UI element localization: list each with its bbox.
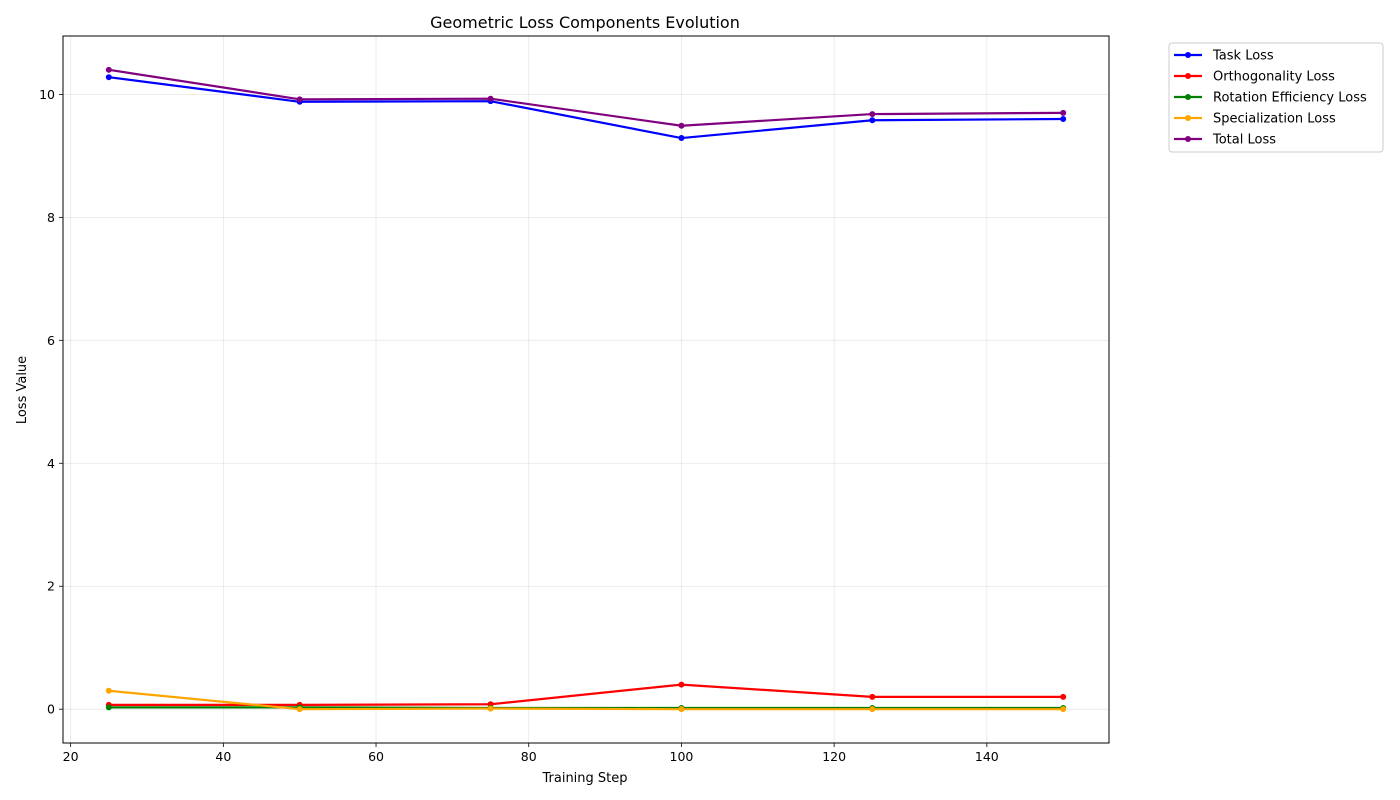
chart-title: Geometric Loss Components Evolution bbox=[430, 13, 740, 32]
data-point-0-4 bbox=[869, 117, 876, 124]
legend-entry: Total Loss bbox=[1212, 133, 1276, 148]
x-tick-label: 60 bbox=[368, 749, 384, 764]
x-tick-label: 20 bbox=[63, 749, 79, 764]
data-point-0-5 bbox=[1060, 115, 1067, 122]
x-axis-label: Training Step bbox=[541, 771, 627, 786]
x-tick-label: 80 bbox=[521, 749, 537, 764]
series-lines bbox=[108, 68, 1064, 711]
data-point-1-3 bbox=[678, 681, 685, 688]
data-point-0-3 bbox=[678, 135, 685, 142]
series-line-4 bbox=[108, 68, 1064, 127]
data-point-1-4 bbox=[869, 693, 876, 700]
legend-entry: Rotation Efficiency Loss bbox=[1213, 91, 1367, 106]
legend-swatch-marker bbox=[1185, 136, 1191, 142]
x-axis-ticks: 20 40 60 80 100 120 140 bbox=[63, 743, 999, 764]
data-point-1-5 bbox=[1060, 693, 1067, 700]
data-point-4-5 bbox=[1060, 109, 1067, 116]
legend-swatch-marker bbox=[1185, 115, 1191, 121]
data-point-3-1 bbox=[296, 706, 303, 713]
legend-entry: Specialization Loss bbox=[1213, 112, 1336, 127]
data-point-3-4 bbox=[869, 706, 876, 713]
y-tick-label: 8 bbox=[47, 210, 55, 225]
y-tick-label: 10 bbox=[39, 87, 55, 102]
y-axis-ticks: 0 2 4 6 8 10 bbox=[39, 87, 63, 717]
data-point-2-0 bbox=[105, 704, 112, 711]
series-line-0 bbox=[108, 76, 1064, 140]
legend-swatch-marker bbox=[1185, 52, 1191, 58]
y-tick-label: 4 bbox=[47, 456, 55, 471]
legend-swatch-marker bbox=[1185, 73, 1191, 79]
legend-entry: Task Loss bbox=[1212, 49, 1274, 64]
y-tick-label: 2 bbox=[47, 579, 55, 594]
x-tick-label: 40 bbox=[215, 749, 231, 764]
x-tick-label: 120 bbox=[822, 749, 846, 764]
data-point-4-1 bbox=[296, 96, 303, 103]
data-point-3-2 bbox=[487, 705, 494, 712]
data-point-3-0 bbox=[105, 687, 112, 694]
data-point-4-0 bbox=[105, 66, 112, 73]
data-point-3-3 bbox=[678, 706, 685, 713]
x-tick-label: 140 bbox=[975, 749, 999, 764]
series-line-1 bbox=[108, 683, 1064, 706]
y-tick-label: 6 bbox=[47, 333, 55, 348]
grid-lines bbox=[63, 36, 1109, 743]
x-tick-label: 100 bbox=[670, 749, 694, 764]
legend: Task Loss Orthogonality Loss Rotation Effi… bbox=[1168, 42, 1384, 153]
legend-swatch-marker bbox=[1185, 94, 1191, 100]
series-points bbox=[105, 66, 1067, 713]
data-point-4-3 bbox=[678, 122, 685, 129]
data-point-0-0 bbox=[105, 74, 112, 81]
legend-box bbox=[1168, 42, 1384, 153]
data-point-4-2 bbox=[487, 95, 494, 102]
data-point-3-5 bbox=[1060, 706, 1067, 713]
y-axis-label: Loss Value bbox=[15, 356, 30, 424]
y-tick-label: 0 bbox=[47, 702, 55, 717]
data-point-4-4 bbox=[869, 111, 876, 118]
plot-area-frame bbox=[62, 35, 1110, 744]
legend-entry: Orthogonality Loss bbox=[1213, 70, 1335, 85]
series-line-3 bbox=[108, 689, 1064, 711]
